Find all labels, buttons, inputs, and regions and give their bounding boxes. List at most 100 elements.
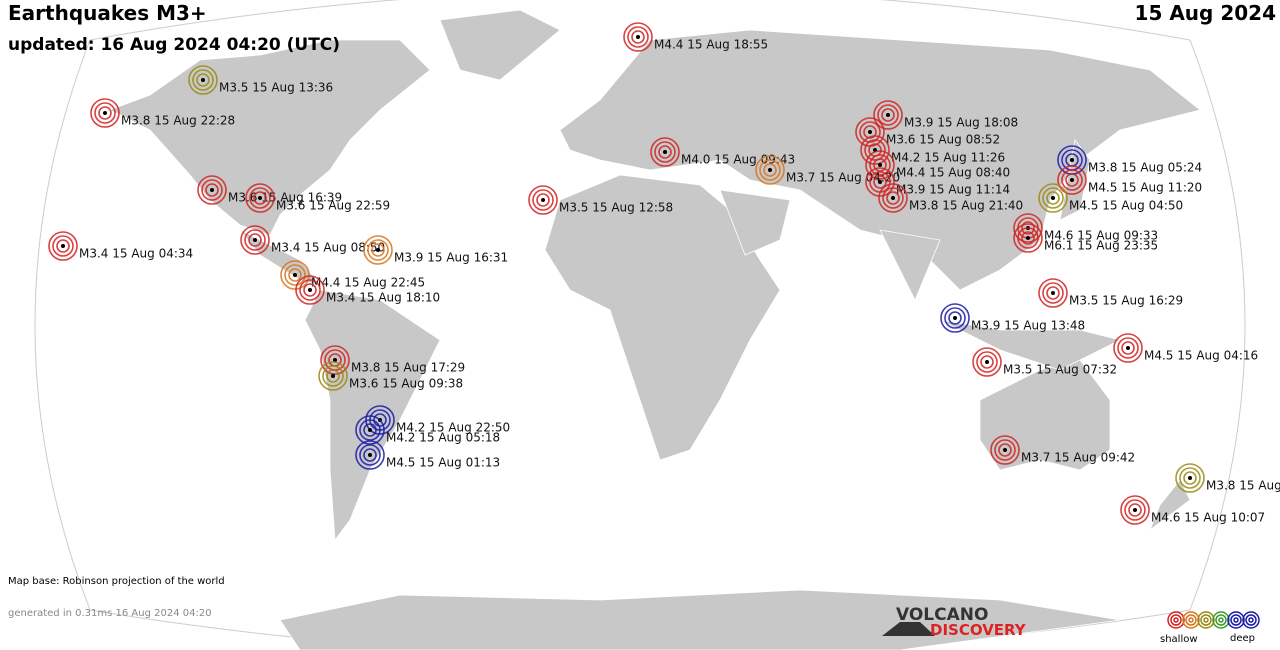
generated: generated in 0.31ms 16 Aug 2024 04:20 bbox=[8, 608, 212, 619]
quake-marker bbox=[623, 22, 653, 52]
quake-marker bbox=[249, 187, 271, 209]
quake-center bbox=[253, 238, 257, 242]
quake-center bbox=[985, 360, 989, 364]
quake-marker bbox=[881, 108, 895, 122]
quake-label: M3.4 15 Aug 04:34 bbox=[79, 247, 193, 261]
quake-center bbox=[333, 358, 337, 362]
quake-marker bbox=[860, 135, 890, 165]
quake-label: M3.5 15 Aug 07:32 bbox=[1003, 363, 1117, 377]
quake-center bbox=[368, 428, 372, 432]
quake-marker bbox=[1124, 499, 1146, 521]
quake-label: M3.7 15 Aug 09:42 bbox=[1021, 451, 1135, 465]
quake-marker bbox=[869, 154, 891, 176]
quake-marker bbox=[355, 415, 385, 445]
quake-marker bbox=[355, 440, 385, 470]
quake-center bbox=[331, 374, 335, 378]
quake-marker bbox=[371, 243, 385, 257]
quake-marker bbox=[1128, 503, 1142, 517]
quake-marker bbox=[52, 235, 74, 257]
quake-center bbox=[886, 113, 890, 117]
quake-marker bbox=[1057, 165, 1087, 195]
quake-center bbox=[1070, 158, 1074, 162]
quake-label: M4.2 15 Aug 22:50 bbox=[396, 421, 510, 435]
quake-marker bbox=[940, 303, 970, 333]
legend-marker bbox=[1170, 614, 1182, 626]
quakes: M4.4 15 Aug 18:55 M3.5 15 Aug 13:36 M3.8 1… bbox=[48, 22, 1280, 525]
quake-marker bbox=[320, 345, 350, 375]
quake-marker bbox=[650, 137, 680, 167]
quake-marker bbox=[201, 179, 223, 201]
quake-marker bbox=[280, 260, 310, 290]
quake-label: M3.6 15 Aug 08:52 bbox=[886, 133, 1000, 147]
quake-marker bbox=[1183, 471, 1197, 485]
legend-marker bbox=[1245, 614, 1257, 626]
quake-center bbox=[1133, 508, 1137, 512]
quake-marker bbox=[877, 104, 899, 126]
quake-center bbox=[636, 35, 640, 39]
quake-marker bbox=[322, 365, 344, 387]
quake-label: M3.4 15 Aug 18:10 bbox=[326, 291, 440, 305]
quake-marker bbox=[240, 225, 270, 255]
quake-label: M3.5 15 Aug 16:29 bbox=[1069, 294, 1183, 308]
quake-marker bbox=[1061, 169, 1083, 191]
legend-marker bbox=[1212, 611, 1230, 629]
legend-marker bbox=[1218, 617, 1224, 623]
quake-marker bbox=[288, 268, 302, 282]
quake-marker bbox=[94, 102, 116, 124]
quake-label: M3.9 15 Aug 18:08 bbox=[904, 116, 1018, 130]
quake-marker bbox=[197, 175, 227, 205]
quake-label: M6.1 15 Aug 23:35 bbox=[1044, 239, 1158, 253]
quake-center bbox=[103, 111, 107, 115]
quake-marker bbox=[98, 106, 112, 120]
quake-center bbox=[308, 288, 312, 292]
quake-marker bbox=[253, 191, 267, 205]
quake-center bbox=[1070, 178, 1074, 182]
quake-marker bbox=[205, 183, 219, 197]
legend-deep: deep bbox=[1230, 633, 1255, 644]
logo-top: VOLCANO bbox=[896, 605, 988, 625]
quake-label: M4.5 15 Aug 04:16 bbox=[1144, 349, 1258, 363]
legend-marker bbox=[1227, 611, 1245, 629]
quake-marker bbox=[994, 439, 1016, 461]
quake-marker bbox=[1113, 333, 1143, 363]
quake-marker bbox=[1042, 282, 1064, 304]
legend-marker bbox=[1233, 617, 1239, 623]
quake-marker bbox=[1038, 278, 1068, 308]
quake-center bbox=[878, 163, 882, 167]
quake-marker bbox=[363, 448, 377, 462]
quake-marker bbox=[1013, 213, 1043, 243]
quake-marker bbox=[873, 175, 887, 189]
legend-shallow: shallow bbox=[1160, 634, 1198, 645]
quake-center bbox=[376, 248, 380, 252]
quake-label: M3.8 15 Aug 07:57 bbox=[1206, 479, 1280, 493]
quake-marker bbox=[1017, 227, 1039, 249]
map-base: Map base: Robinson projection of the wor… bbox=[8, 576, 225, 587]
legend-marker bbox=[1200, 614, 1212, 626]
quake-marker bbox=[299, 279, 321, 301]
quake-marker bbox=[359, 419, 381, 441]
quake-center bbox=[1126, 346, 1130, 350]
quake-marker bbox=[363, 235, 393, 265]
quake-marker bbox=[948, 311, 962, 325]
updated: updated: 16 Aug 2024 04:20 (UTC) bbox=[8, 35, 340, 55]
quake-marker bbox=[1065, 173, 1079, 187]
quake-marker bbox=[295, 275, 325, 305]
quake-marker bbox=[359, 444, 381, 466]
quake-label: M4.4 15 Aug 22:45 bbox=[311, 276, 425, 290]
quake-center bbox=[768, 168, 772, 172]
quake-label: M3.8 15 Aug 21:40 bbox=[909, 199, 1023, 213]
quake-marker bbox=[367, 239, 389, 261]
quake-marker bbox=[1120, 495, 1150, 525]
quake-marker bbox=[759, 159, 781, 181]
quake-center bbox=[1026, 236, 1030, 240]
quake-center bbox=[1188, 476, 1192, 480]
quake-label: M3.4 15 Aug 08:50 bbox=[271, 241, 385, 255]
quake-marker bbox=[1021, 231, 1035, 245]
quake-center bbox=[1003, 448, 1007, 452]
quake-label: M3.5 15 Aug 12:58 bbox=[559, 201, 673, 215]
quake-label: M4.4 15 Aug 18:55 bbox=[654, 38, 768, 52]
quake-marker bbox=[755, 155, 785, 185]
quake-label: M4.5 15 Aug 11:20 bbox=[1088, 181, 1202, 195]
quake-center bbox=[210, 188, 214, 192]
